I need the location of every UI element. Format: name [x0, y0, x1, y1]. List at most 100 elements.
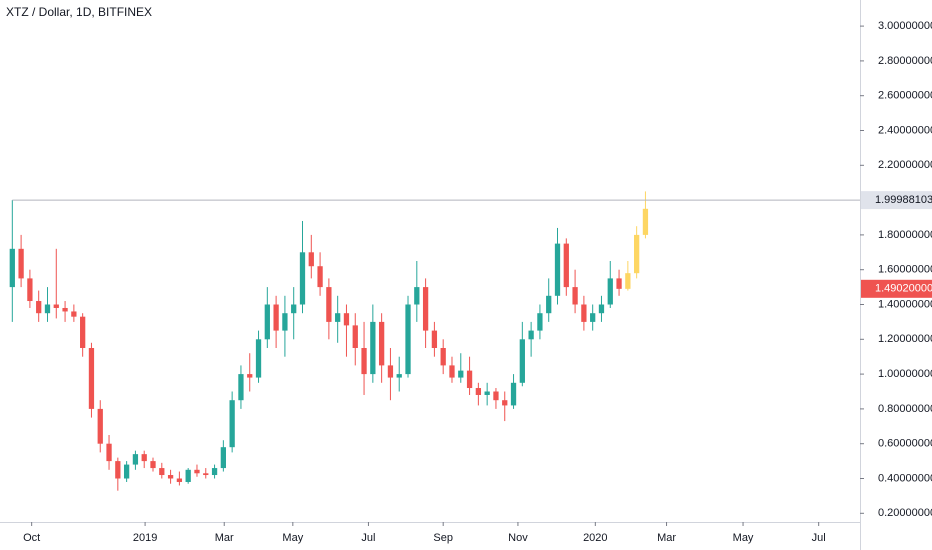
candle-body [563, 243, 569, 288]
candle-body [554, 243, 561, 296]
candle-body [238, 374, 244, 401]
candle-body [378, 321, 385, 366]
x-tick-label: 2019 [133, 532, 157, 544]
candle-body [273, 304, 279, 331]
candle-body [590, 313, 596, 322]
x-tick-label: May [282, 532, 303, 544]
candle-body [308, 252, 314, 267]
candle-body [519, 339, 525, 383]
candle-body [282, 313, 288, 331]
candle-body [247, 374, 253, 378]
candle-body [484, 391, 490, 395]
candle-body [132, 454, 139, 465]
x-tick-label: Jul [361, 532, 375, 544]
candle-body [352, 325, 358, 348]
x-tick-label: Nov [508, 532, 528, 544]
candle-body [616, 278, 622, 289]
candle-body [18, 248, 24, 279]
candle-body [317, 266, 323, 288]
y-tick-label: 0.80000000 [878, 403, 932, 415]
candle-body [27, 278, 33, 302]
last-price-label-bg [861, 279, 932, 298]
candle-body [9, 248, 15, 288]
candle-body [458, 370, 464, 378]
candle-body [115, 461, 121, 479]
y-tick-label: 0.20000000 [878, 507, 932, 519]
candle-body [431, 330, 438, 348]
y-tick-label: 2.40000000 [878, 124, 932, 136]
candle-body [343, 313, 350, 326]
candle-body [53, 304, 59, 308]
candle-body [211, 468, 218, 476]
y-tick-label: 0.40000000 [878, 472, 932, 484]
candle-body [123, 464, 130, 479]
x-tick-label: Mar [657, 532, 676, 544]
candle-body [581, 304, 587, 322]
chart-title: XTZ / Dollar, 1D, BITFINEX [6, 5, 152, 19]
candle-body [264, 304, 270, 340]
candle-body [528, 330, 534, 340]
candle-body [642, 208, 649, 235]
price-line-label: 1.99988103 [875, 194, 932, 206]
x-tick-label: Oct [23, 532, 40, 544]
last-price-label: 1.49020000 [875, 283, 932, 295]
y-tick-label: 3.00000000 [878, 20, 932, 32]
y-tick-label: 1.60000000 [878, 264, 932, 276]
candle-body [449, 365, 455, 378]
candle-body [36, 301, 42, 314]
candle-body [220, 447, 226, 469]
candle-body [167, 475, 174, 479]
x-tick-label: May [733, 532, 754, 544]
candle-body [80, 316, 86, 348]
candle-body [361, 348, 367, 375]
x-tick-label: 2020 [583, 532, 607, 544]
candle-body [510, 382, 517, 406]
candle-body [335, 313, 341, 322]
candle-body [414, 287, 420, 305]
candle-body [370, 321, 376, 375]
candle-body [150, 461, 156, 469]
candle-body [493, 391, 499, 401]
y-tick-label: 2.80000000 [878, 55, 932, 67]
candle-body [88, 348, 95, 409]
candle-body [546, 295, 552, 314]
x-tick-label: Jul [812, 532, 826, 544]
candle-body [634, 234, 640, 274]
candle-body [141, 454, 147, 462]
candle-body [537, 313, 543, 331]
candle-body [607, 278, 613, 305]
candle-body [62, 307, 68, 312]
candle-body [396, 374, 402, 378]
candle-body [255, 339, 262, 378]
candle-body [572, 287, 578, 305]
candle-body [299, 252, 306, 305]
y-tick-label: 1.80000000 [878, 229, 932, 241]
candle-body [405, 304, 411, 375]
y-tick-label: 2.20000000 [878, 159, 932, 171]
candle-body [185, 469, 191, 482]
y-tick-label: 0.60000000 [878, 438, 932, 450]
candle-body [97, 408, 103, 444]
y-tick-label: 2.60000000 [878, 90, 932, 102]
candle-body [71, 311, 77, 317]
x-tick-label: Mar [215, 532, 234, 544]
candle-body [159, 468, 165, 476]
candle-body [194, 469, 200, 474]
candle-body [502, 400, 508, 406]
candle-body [203, 473, 209, 476]
candle-body [326, 287, 332, 322]
candle-body [466, 370, 473, 389]
y-tick-label: 1.20000000 [878, 333, 932, 345]
x-tick-label: Sep [433, 532, 453, 544]
candle-body [598, 304, 605, 314]
candle-body [229, 400, 235, 448]
candle-body [475, 388, 482, 395]
candle-body [387, 365, 394, 378]
candle-body [440, 348, 446, 366]
candle-body [625, 273, 631, 289]
price-line-label-bg [861, 191, 932, 210]
candle-body [44, 304, 51, 314]
